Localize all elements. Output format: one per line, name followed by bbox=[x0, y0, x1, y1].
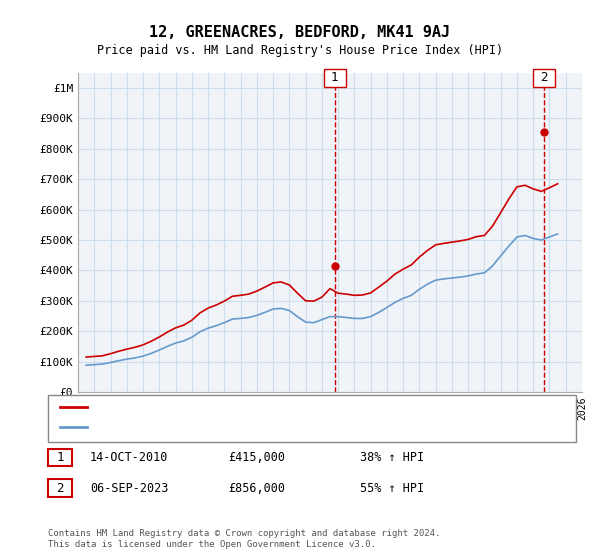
Text: HPI: Average price, detached house, Bedford: HPI: Average price, detached house, Bedf… bbox=[93, 422, 362, 432]
Text: £415,000: £415,000 bbox=[228, 451, 285, 464]
Text: 1: 1 bbox=[56, 451, 64, 464]
Text: 12, GREENACRES, BEDFORD, MK41 9AJ (detached house): 12, GREENACRES, BEDFORD, MK41 9AJ (detac… bbox=[93, 402, 406, 412]
Text: 1: 1 bbox=[331, 71, 338, 85]
Text: £856,000: £856,000 bbox=[228, 482, 285, 495]
Text: 55% ↑ HPI: 55% ↑ HPI bbox=[360, 482, 424, 495]
Text: Contains HM Land Registry data © Crown copyright and database right 2024.
This d: Contains HM Land Registry data © Crown c… bbox=[48, 529, 440, 549]
Text: 06-SEP-2023: 06-SEP-2023 bbox=[90, 482, 169, 495]
Text: 38% ↑ HPI: 38% ↑ HPI bbox=[360, 451, 424, 464]
Text: 2: 2 bbox=[56, 482, 64, 495]
Text: 2: 2 bbox=[541, 71, 548, 85]
Text: Price paid vs. HM Land Registry's House Price Index (HPI): Price paid vs. HM Land Registry's House … bbox=[97, 44, 503, 57]
Text: 14-OCT-2010: 14-OCT-2010 bbox=[90, 451, 169, 464]
Text: 12, GREENACRES, BEDFORD, MK41 9AJ: 12, GREENACRES, BEDFORD, MK41 9AJ bbox=[149, 25, 451, 40]
